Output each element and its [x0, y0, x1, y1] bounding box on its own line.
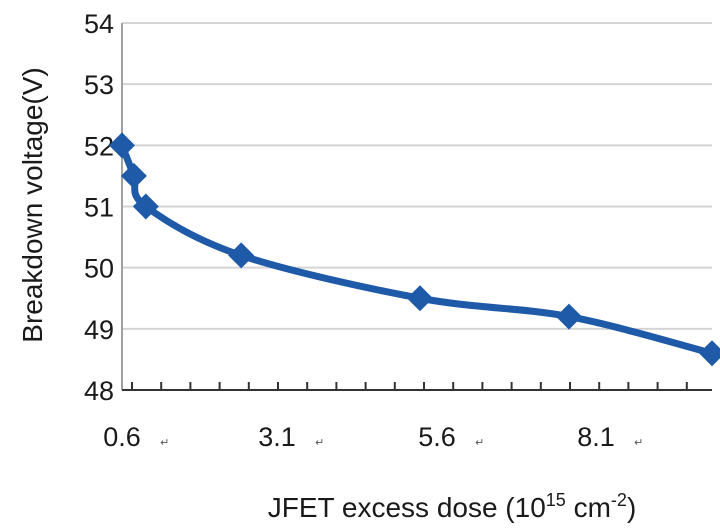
x-axis-title-unit-exponent: -2: [611, 490, 627, 510]
x-tick-artifact: ↵: [315, 437, 324, 449]
data-point-marker: [228, 242, 255, 269]
y-tick-label: 48: [84, 376, 114, 406]
x-axis-title-close: ): [627, 492, 636, 523]
y-tick-labels: 48 49 50 51 52 53 54: [84, 9, 114, 406]
x-axis-title: JFET excess dose (1015 cm-2): [268, 490, 637, 523]
x-axis-minor-ticks: [131, 382, 688, 390]
y-tick-label: 52: [84, 131, 114, 161]
y-tick-label: 49: [84, 315, 114, 345]
y-tick-label: 50: [84, 254, 114, 284]
x-tick-label: 0.6: [103, 422, 141, 452]
data-point-marker: [406, 285, 433, 312]
y-tick-label: 53: [84, 70, 114, 100]
data-point-marker: [555, 303, 582, 330]
x-axis-title-main: JFET excess dose (10: [268, 492, 546, 523]
x-tick-artifact: ↵: [475, 437, 484, 449]
x-tick-label: 5.6: [418, 422, 456, 452]
x-axis-title-exponent: 15: [546, 490, 566, 510]
series-group: [109, 132, 720, 367]
x-axis-title-unit: cm: [566, 492, 611, 523]
x-tick-label: 8.1: [577, 422, 615, 452]
data-point-marker: [699, 340, 720, 367]
x-tick-labels: 0.6 ↵ 3.1 ↵ 5.6 ↵ 8.1 ↵: [103, 422, 643, 452]
data-point-marker: [109, 132, 135, 159]
x-tick-artifact: ↵: [634, 437, 643, 449]
y-tick-label: 54: [84, 9, 114, 39]
gridlines: [122, 22, 712, 330]
x-tick-artifact: ↵: [160, 437, 169, 449]
data-point-marker: [120, 162, 147, 189]
y-tick-label: 51: [84, 193, 114, 223]
data-point-marker: [132, 193, 159, 220]
x-tick-label: 3.1: [258, 422, 296, 452]
y-axis-title: Breakdown voltage(V): [17, 67, 48, 342]
series-line: [118, 141, 716, 357]
